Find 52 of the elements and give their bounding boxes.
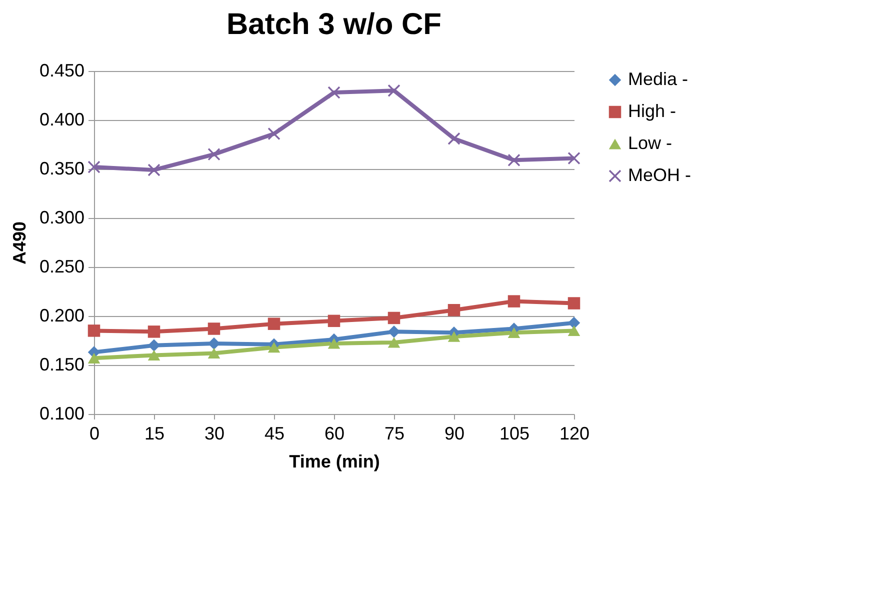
point [328,338,340,349]
point [88,160,100,174]
legend-label: Low - [628,133,672,153]
x-tick-label: 15 [144,424,165,444]
point [268,342,280,353]
point [148,164,160,176]
point [568,297,580,310]
y-tick-label: 0.250 [39,256,84,276]
point [328,86,340,99]
x-tick-label: 0 [89,424,100,444]
point [268,128,280,140]
y-tick-label: 0.200 [39,306,84,326]
x-axis-title: Time (min) [289,452,380,472]
point [208,148,220,160]
point [208,322,220,335]
y-tick-label: 0.150 [39,354,84,374]
legend-label: MeOH - [628,165,692,185]
point [388,312,400,324]
y-tick-label: 0.300 [39,208,84,228]
point [148,326,160,338]
y-axis-title: A490 [9,221,30,265]
point [508,154,520,166]
point [448,132,460,145]
x-tick-label: 90 [444,424,465,444]
point [508,295,520,308]
y-tick-label: 0.350 [39,158,84,178]
point [208,348,220,359]
point [328,314,340,328]
legend-label: Media - [628,69,688,89]
point [448,331,460,342]
y-tick-label: 0.450 [39,60,84,80]
x-tick-label: 60 [324,424,345,444]
point [388,337,400,348]
point [268,318,280,330]
point [508,327,520,338]
chart-title: Batch 3 w/o CF [226,8,442,41]
point [568,325,580,336]
x-tick-label: 45 [264,424,285,444]
x-tick-label: 105 [499,424,530,444]
point [568,316,580,329]
y-tick-label: 0.100 [39,404,84,424]
y-tick-label: 0.400 [39,110,84,130]
point [148,350,160,361]
x-tick-label: 120 [559,424,590,444]
point [448,304,460,316]
point [568,152,580,164]
x-tick-label: 75 [384,424,405,444]
point [88,324,100,337]
point [388,84,400,97]
legend-label: High - [628,101,676,121]
x-tick-label: 30 [204,424,225,444]
point [88,352,100,364]
